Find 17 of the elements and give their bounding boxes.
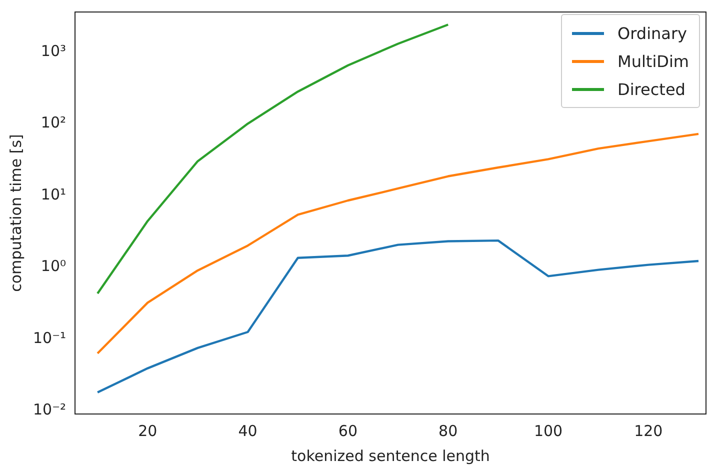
x-tick-label: 120 <box>634 422 663 440</box>
legend-label: Directed <box>618 80 686 98</box>
x-tick-label: 20 <box>138 422 158 440</box>
y-tick-label: 10⁰ <box>40 257 66 276</box>
x-tick-label: 60 <box>338 422 358 440</box>
y-axis-title: computation time [s] <box>6 134 25 292</box>
y-tick-label: 10⁻² <box>32 400 66 419</box>
x-axis-title: tokenized sentence length <box>291 446 490 465</box>
legend-label: MultiDim <box>618 52 689 70</box>
y-tick-label: 10² <box>40 114 66 132</box>
x-tick-label: 80 <box>438 422 458 440</box>
x-tick-label: 40 <box>238 422 258 440</box>
y-tick-label: 10⁻¹ <box>32 328 66 347</box>
y-tick-label: 10³ <box>40 42 66 60</box>
x-tick-label: 100 <box>534 422 563 440</box>
y-tick-label: 10¹ <box>40 185 66 204</box>
legend-label: Ordinary <box>618 24 688 42</box>
